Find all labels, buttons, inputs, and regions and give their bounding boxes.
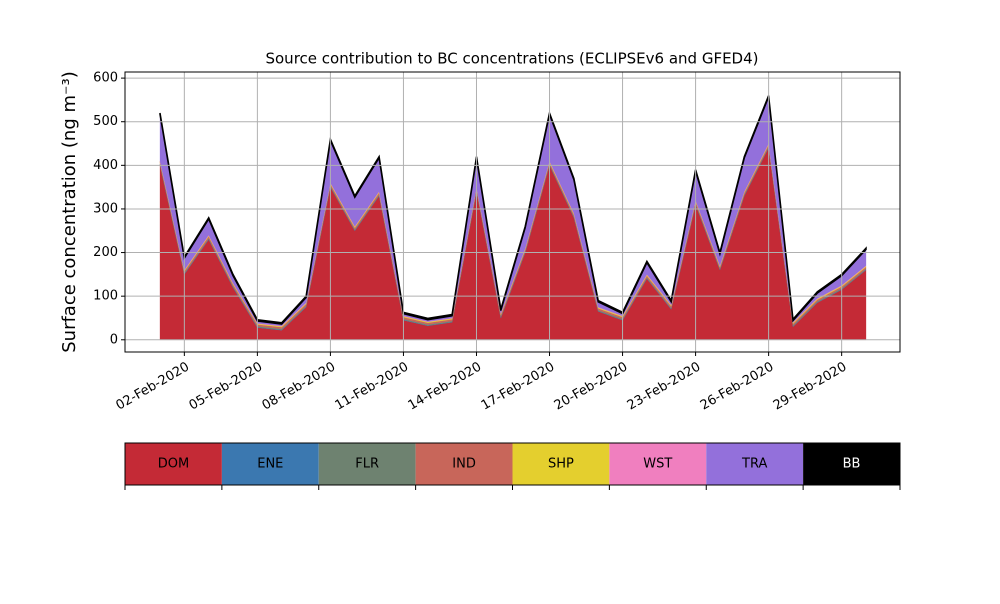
- legend-swatch: [318, 443, 416, 485]
- legend-frame: [124, 442, 901, 486]
- y-tick-label: 600: [93, 71, 118, 86]
- y-tick-label: 500: [93, 114, 118, 129]
- legend-swatch: [512, 443, 610, 485]
- x-tick-label: 11-Feb-2020: [333, 360, 412, 414]
- legend-swatch: [125, 443, 222, 485]
- x-tick-label: 29-Feb-2020: [771, 360, 850, 414]
- chart-title: Source contribution to BC concentrations…: [265, 50, 758, 68]
- y-tick-label: 100: [93, 289, 118, 304]
- legend-label: TRA: [741, 457, 767, 472]
- legend-label: FLR: [355, 457, 379, 472]
- legend-swatch: [706, 443, 804, 485]
- y-tick-label: 400: [93, 158, 118, 173]
- legend-swatch: [803, 443, 900, 485]
- x-tick-label: 26-Feb-2020: [698, 360, 777, 414]
- x-tick-label: 08-Feb-2020: [260, 360, 339, 414]
- y-tick-label: 200: [93, 245, 118, 260]
- x-tick-label: 20-Feb-2020: [552, 360, 631, 414]
- y-tick-label: 0: [110, 332, 118, 347]
- x-tick-label: 02-Feb-2020: [114, 360, 193, 414]
- legend-label: BB: [843, 457, 861, 472]
- legend-swatch: [415, 443, 513, 485]
- legend-label: DOM: [158, 457, 189, 472]
- y-axis-label: Surface concentration (ng m⁻³): [59, 71, 80, 353]
- x-tick-label: 14-Feb-2020: [406, 360, 485, 414]
- legend-label: WST: [643, 457, 672, 472]
- legend-label: SHP: [548, 457, 574, 472]
- x-tick-label: 05-Feb-2020: [187, 360, 266, 414]
- area: [159, 147, 867, 340]
- x-tick-label: 23-Feb-2020: [625, 360, 704, 414]
- legend-label: IND: [452, 457, 476, 472]
- legend-swatch: [221, 443, 319, 485]
- x-tick-label: 17-Feb-2020: [479, 360, 558, 414]
- legend-label: ENE: [257, 457, 283, 472]
- y-tick-label: 300: [93, 201, 118, 216]
- plot-frame: [124, 71, 901, 353]
- legend-swatch: [609, 443, 707, 485]
